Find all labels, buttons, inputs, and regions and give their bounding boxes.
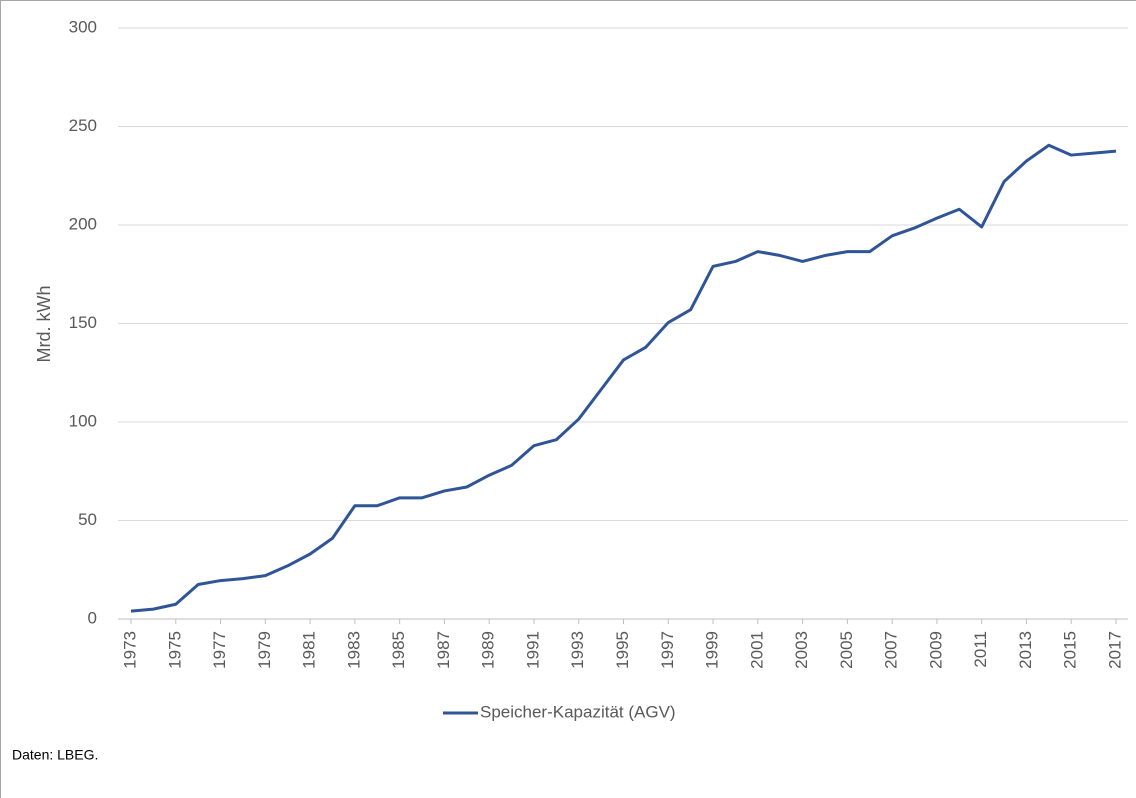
x-tick-label: 1999 xyxy=(703,631,722,669)
y-tick-label: 50 xyxy=(78,510,97,529)
x-tick-label: 2005 xyxy=(837,631,856,669)
data-line xyxy=(130,143,1117,613)
x-tick-label: 1983 xyxy=(344,631,363,669)
y-axis-label: Mrd. kWh xyxy=(34,285,54,362)
x-tick-label: 1981 xyxy=(300,631,319,669)
x-tick-label: 1995 xyxy=(613,631,632,669)
y-tick-label: 200 xyxy=(69,214,97,233)
x-tick-label: 2001 xyxy=(747,631,766,669)
y-tick-label: 300 xyxy=(69,17,97,36)
x-tick-label: 1973 xyxy=(120,631,139,669)
x-tick-label: 1993 xyxy=(568,631,587,669)
x-tick-label: 1977 xyxy=(210,631,229,669)
x-tick-label: 1997 xyxy=(658,631,677,669)
x-tick-label: 1991 xyxy=(523,631,542,669)
y-tick-label: 100 xyxy=(69,411,97,430)
x-tick-label: 1989 xyxy=(479,631,498,669)
x-tick-label: 1985 xyxy=(389,631,408,669)
x-tick-label: 2013 xyxy=(1016,631,1035,669)
x-tick-label: 1979 xyxy=(255,631,274,669)
x-tick-label: 2015 xyxy=(1061,631,1080,669)
x-tick-label: 2009 xyxy=(926,631,945,669)
legend-label: Speicher-Kapazität (AGV) xyxy=(480,702,676,721)
source-note: Daten: LBEG. xyxy=(12,747,98,763)
x-tick-label: 2007 xyxy=(882,631,901,669)
x-tick-label: 2011 xyxy=(971,631,990,668)
y-tick-label: 0 xyxy=(88,608,97,627)
x-tick-label: 1987 xyxy=(434,631,453,669)
y-tick-label: 150 xyxy=(69,313,97,332)
y-tick-label: 250 xyxy=(69,116,97,135)
x-tick-label: 1975 xyxy=(165,631,184,669)
x-tick-label: 2003 xyxy=(792,631,811,669)
x-tick-label: 2017 xyxy=(1105,631,1124,669)
